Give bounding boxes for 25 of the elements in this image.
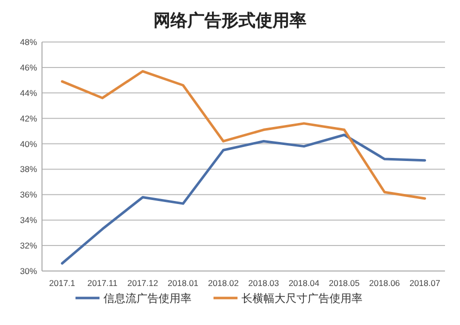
x-tick-label: 2017.1 [49,278,76,288]
line-series [60,134,426,265]
x-tick-label: 2018.01 [168,278,199,288]
legend-label: 长横幅大尺寸广告使用率 [242,292,362,305]
y-tick-label: 36% [20,190,38,200]
y-tick-label: 40% [20,138,38,149]
y-tick-label: 46% [20,62,38,72]
x-tick-label: 2018.06 [369,278,400,288]
y-tick-label: 30% [20,266,38,276]
y-tick-label: 42% [20,113,38,124]
x-tick-label: 2017.11 [87,278,118,288]
y-tick-label: 44% [20,88,38,98]
x-tick-label: 2018.04 [288,278,320,288]
legend-label: 信息流广告使用率 [104,292,192,305]
line-series [60,70,426,200]
y-tick-label: 34% [20,215,38,226]
x-tick-label: 2018.07 [409,278,440,288]
x-tick-label: 2017.12 [127,278,158,288]
y-tick-label: 32% [20,240,38,251]
y-tick-label: 48% [20,37,38,47]
x-tick-label: 2018.03 [248,278,280,288]
y-tick-label: 38% [20,164,38,174]
x-tick-label: 2018.05 [328,278,360,288]
chart-title: 网络广告形式使用率 [154,11,306,30]
x-tick-label: 2018.02 [208,278,239,288]
